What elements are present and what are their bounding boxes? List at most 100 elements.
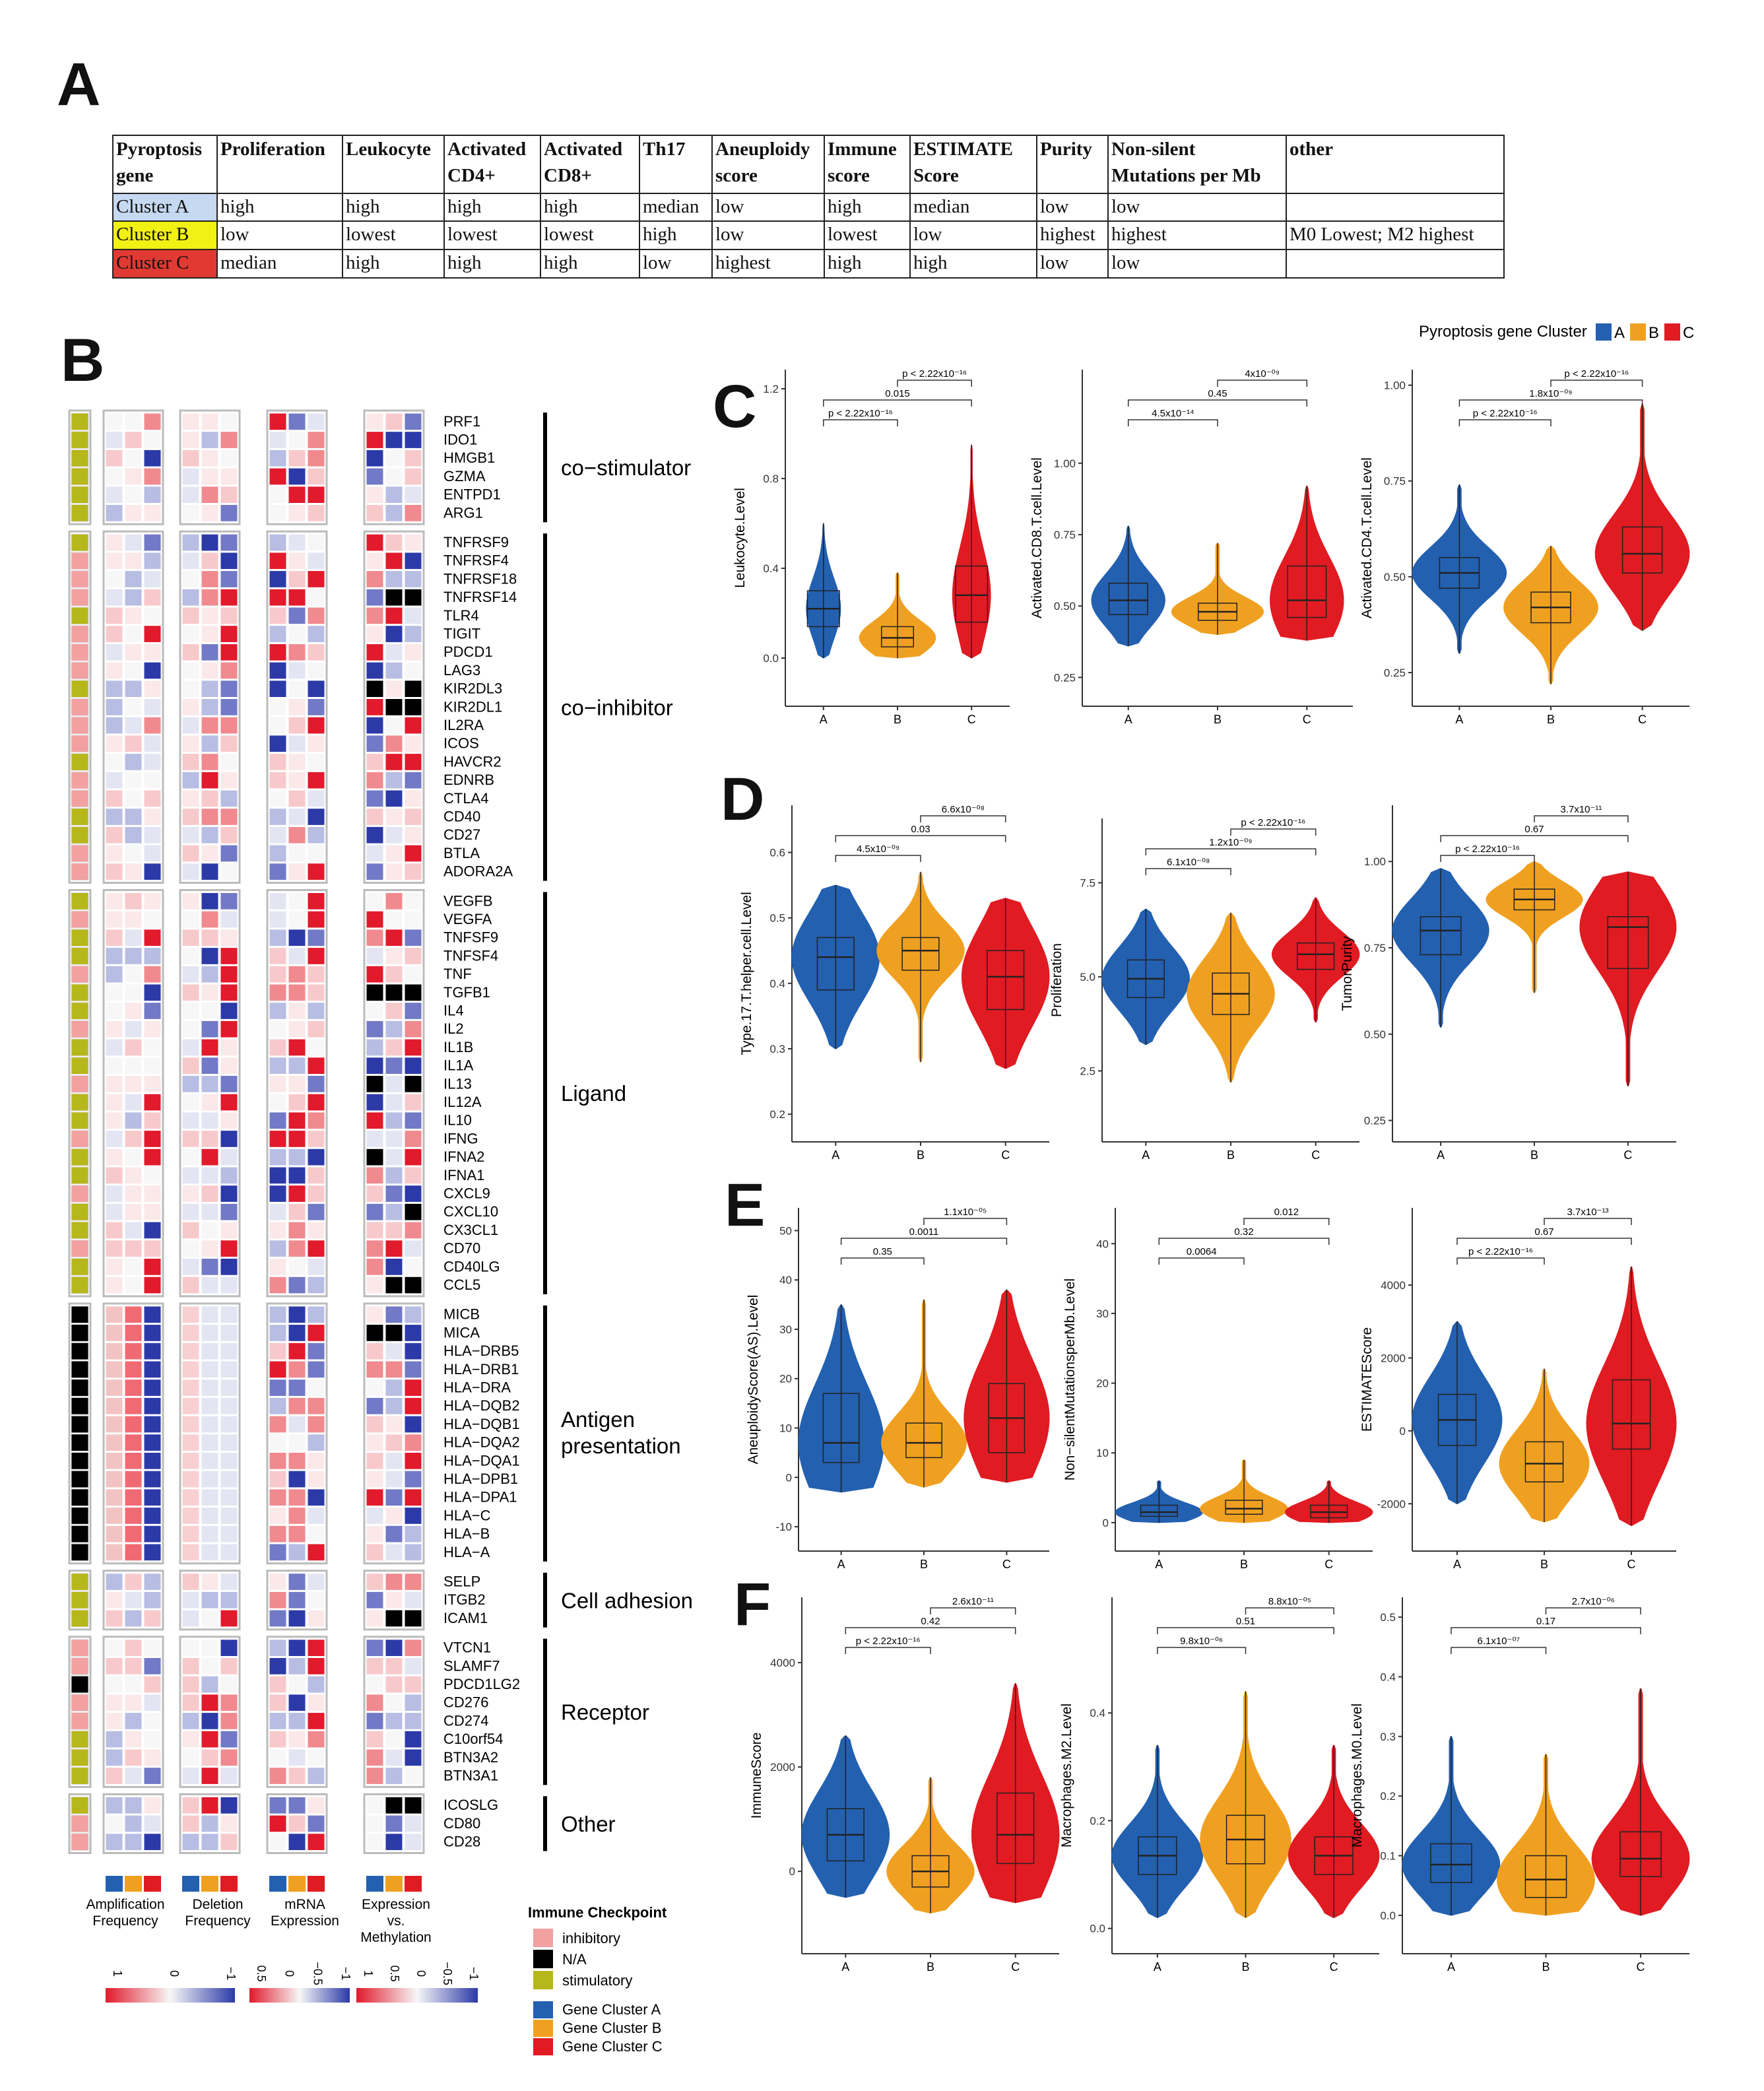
heatmap-cell	[201, 929, 219, 947]
heatmap-cell	[124, 1591, 143, 1609]
heatmap-cell	[269, 1543, 287, 1562]
gene-label: HAVCR2	[443, 753, 502, 770]
heatmap-cell	[288, 753, 306, 771]
heatmap-cell	[201, 607, 219, 625]
heatmap-cell	[181, 588, 200, 607]
heatmap-cell	[404, 1814, 422, 1833]
heatmap-cell	[143, 735, 162, 753]
x-tick-label: B	[1214, 713, 1222, 726]
heatmap-cell	[307, 698, 325, 716]
heatmap-cell	[124, 1130, 143, 1148]
heatmap-cell	[385, 486, 403, 504]
heatmap-cell	[181, 449, 200, 467]
heatmap-cell	[269, 1767, 287, 1785]
heatmap-cell	[307, 771, 325, 789]
heatmap-cell	[143, 983, 162, 1002]
y-axis-label: Leukocyte.Level	[733, 488, 748, 588]
heatmap-cell	[288, 1306, 306, 1324]
y-tick-label: 0	[1103, 1517, 1109, 1529]
heatmap-cell	[385, 1675, 403, 1694]
heatmap-cell	[124, 680, 143, 698]
y-tick-label: 0	[789, 1865, 795, 1878]
heatmap-cell	[404, 771, 422, 789]
heatmap-cell	[366, 1203, 384, 1221]
heatmap-cell	[143, 1240, 162, 1258]
p-value-label: p < 2.22x10⁻¹⁶	[1564, 368, 1629, 380]
column-label: mRNA	[284, 1897, 325, 1912]
heatmap-annotation-cell	[71, 1507, 89, 1525]
heatmap-cell	[124, 588, 143, 607]
heatmap-cell	[385, 1002, 403, 1020]
heatmap-annotation-cell	[71, 1221, 89, 1240]
heatmap-cell	[307, 1397, 325, 1415]
heatmap-cell	[220, 1379, 238, 1397]
x-tick-label: C	[1330, 1960, 1338, 1974]
heatmap-annotation-cell	[71, 1767, 89, 1785]
heatmap-block-frame	[68, 1636, 92, 1788]
heatmap-cell	[288, 1767, 306, 1785]
heatmap-cell	[143, 1591, 162, 1609]
violin-chart-d3: 0.25 0.50 0.75 1.00 TumorPurity A B Cp < 2.22x1…	[1340, 804, 1677, 1162]
heatmap-cell	[220, 735, 238, 753]
heatmap-cell	[288, 1397, 306, 1415]
heatmap-cell	[288, 965, 306, 983]
heatmap-cell	[404, 1434, 422, 1452]
heatmap-cell	[181, 607, 200, 625]
heatmap-cell	[143, 680, 162, 698]
heatmap-cell	[288, 533, 306, 552]
heatmap-cell	[220, 1038, 238, 1057]
x-tick-label: A	[841, 1960, 849, 1974]
color-scale-bar	[356, 1988, 478, 2003]
heatmap-cell	[366, 1360, 384, 1379]
heatmap-cell	[124, 625, 143, 643]
heatmap-cell	[269, 735, 287, 753]
p-value-label: 6.1x10⁻⁰⁸	[1167, 857, 1210, 868]
heatmap-cell	[220, 1657, 238, 1675]
heatmap-cell	[143, 1730, 162, 1748]
heatmap-cell	[385, 863, 403, 881]
table-cell: low	[1036, 192, 1109, 222]
heatmap-annotation-cell	[71, 1470, 89, 1488]
gene-label: ADORA2A	[443, 863, 513, 880]
heatmap-annotation-cell	[71, 1002, 89, 1020]
heatmap-cell	[385, 1748, 403, 1767]
heatmap-cell	[307, 716, 325, 735]
heatmap-cell	[105, 1397, 123, 1415]
p-value-label: 0.0011	[909, 1226, 939, 1238]
heatmap-cell	[385, 504, 403, 522]
heatmap-cell	[201, 1657, 219, 1675]
heatmap-annotation-cell	[71, 1324, 89, 1342]
heatmap-cell	[105, 1639, 123, 1657]
heatmap-cell	[105, 1814, 123, 1833]
heatmap-cell	[288, 1657, 306, 1675]
heatmap-cell	[201, 1609, 219, 1628]
comparison-bracket	[835, 835, 1006, 842]
gene-label: CCL5	[443, 1277, 480, 1293]
gene-label: TNFRSF18	[443, 570, 517, 587]
gene-label: HLA−DQA2	[443, 1434, 520, 1451]
heatmap-cell	[307, 947, 325, 965]
heatmap-cell	[385, 1488, 403, 1507]
y-tick-label: 0	[786, 1471, 792, 1484]
heatmap-annotation-cell	[71, 1360, 89, 1379]
y-tick-label: 5.0	[1080, 971, 1095, 983]
y-tick-label: 10	[779, 1422, 792, 1435]
heatmap-cell	[288, 680, 306, 698]
heatmap-cell	[288, 1075, 306, 1093]
group-label: Other	[561, 1812, 616, 1836]
heatmap-cell	[143, 1415, 162, 1434]
heatmap-annotation-cell	[71, 1342, 89, 1360]
heatmap-annotation-cell	[71, 1609, 89, 1628]
heatmap-cell	[105, 1342, 123, 1360]
heatmap-cell	[143, 753, 162, 771]
heatmap-cell	[307, 1185, 325, 1203]
heatmap-cell	[124, 1730, 143, 1748]
heatmap-cell	[307, 808, 325, 826]
x-tick-label: C	[1011, 1960, 1020, 1974]
heatmap-cell	[404, 661, 422, 680]
box	[1420, 916, 1462, 956]
y-tick-label: 20	[1096, 1377, 1109, 1390]
heatmap-cell	[385, 607, 403, 625]
heatmap-cell	[366, 1057, 384, 1075]
y-tick-label: 30	[1096, 1308, 1109, 1320]
